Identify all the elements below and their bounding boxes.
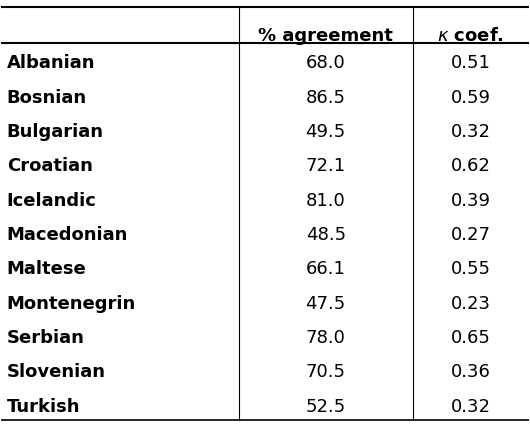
Text: 0.27: 0.27 xyxy=(450,226,491,244)
Text: 0.51: 0.51 xyxy=(450,54,491,72)
Text: Slovenian: Slovenian xyxy=(7,363,105,381)
Text: 0.62: 0.62 xyxy=(450,157,491,175)
Text: 49.5: 49.5 xyxy=(305,123,346,141)
Text: 48.5: 48.5 xyxy=(306,226,346,244)
Text: 86.5: 86.5 xyxy=(306,89,346,107)
Text: Icelandic: Icelandic xyxy=(7,191,96,210)
Text: Macedonian: Macedonian xyxy=(7,226,128,244)
Text: 72.1: 72.1 xyxy=(306,157,346,175)
Text: 0.55: 0.55 xyxy=(450,260,491,278)
Text: % agreement: % agreement xyxy=(258,27,393,45)
Text: 0.59: 0.59 xyxy=(450,89,491,107)
Text: 68.0: 68.0 xyxy=(306,54,346,72)
Text: 47.5: 47.5 xyxy=(305,295,346,313)
Text: $\kappa$ coef.: $\kappa$ coef. xyxy=(437,27,504,45)
Text: Bosnian: Bosnian xyxy=(7,89,87,107)
Text: Turkish: Turkish xyxy=(7,397,80,416)
Text: 0.32: 0.32 xyxy=(450,123,491,141)
Text: Maltese: Maltese xyxy=(7,260,86,278)
Text: 66.1: 66.1 xyxy=(306,260,346,278)
Text: Montenegrin: Montenegrin xyxy=(7,295,136,313)
Text: Croatian: Croatian xyxy=(7,157,93,175)
Text: Albanian: Albanian xyxy=(7,54,95,72)
Text: 78.0: 78.0 xyxy=(306,329,346,347)
Text: Serbian: Serbian xyxy=(7,329,85,347)
Text: 81.0: 81.0 xyxy=(306,191,346,210)
Text: 0.36: 0.36 xyxy=(450,363,491,381)
Text: 0.32: 0.32 xyxy=(450,397,491,416)
Text: 0.23: 0.23 xyxy=(450,295,491,313)
Text: 0.65: 0.65 xyxy=(450,329,491,347)
Text: 0.39: 0.39 xyxy=(450,191,491,210)
Text: Bulgarian: Bulgarian xyxy=(7,123,104,141)
Text: 52.5: 52.5 xyxy=(305,397,346,416)
Text: 70.5: 70.5 xyxy=(306,363,346,381)
